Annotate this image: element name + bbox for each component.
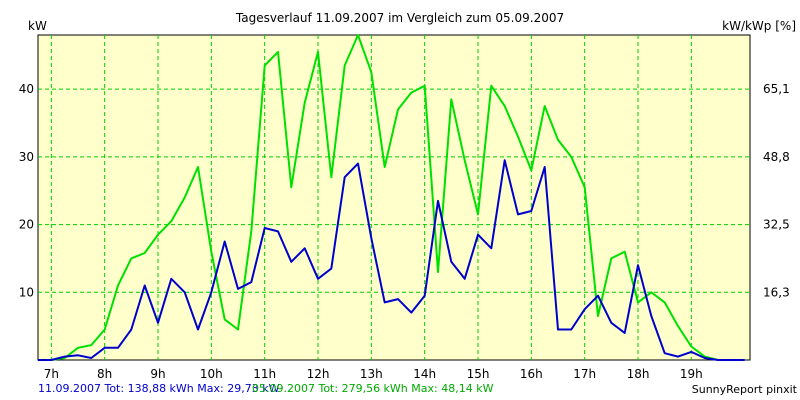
x-tick-label: 15h bbox=[467, 367, 490, 381]
x-axis-ticks: 7h 8h 9h 10h 11h 12h 13h 14h 15h 16h 17h 18h 19h bbox=[44, 367, 703, 381]
x-tick-label: 8h bbox=[97, 367, 112, 381]
y-tick-label-left: 10 bbox=[19, 285, 34, 299]
credit-text: SunnyReport pinxit bbox=[692, 383, 798, 396]
x-tick-label: 12h bbox=[307, 367, 330, 381]
plot-area bbox=[37, 34, 751, 361]
x-tick-label: 13h bbox=[360, 367, 383, 381]
x-tick-label: 17h bbox=[573, 367, 596, 381]
chart-title: Tagesverlauf 11.09.2007 im Vergleich zum… bbox=[235, 11, 564, 25]
y-axis-right-ticks: 16,3 32,5 48,8 65,1 bbox=[763, 82, 790, 299]
series-lines bbox=[38, 34, 745, 361]
y-axis-right-label: kW/kWp [%] bbox=[722, 19, 796, 33]
y-tick-label-left: 30 bbox=[19, 150, 34, 164]
x-tick-label: 11h bbox=[253, 367, 276, 381]
y-tick-label-right: 48,8 bbox=[763, 150, 790, 164]
x-tick-label: 19h bbox=[680, 367, 703, 381]
y-tick-label-left: 20 bbox=[19, 218, 34, 232]
y-tick-label-right: 65,1 bbox=[763, 82, 790, 96]
legend-series-blue: 11.09.2007 Tot: 138,88 kWh Max: 29,73 kW bbox=[38, 382, 280, 395]
x-tick-label: 10h bbox=[200, 367, 223, 381]
x-tick-label: 16h bbox=[520, 367, 543, 381]
x-tick-label: 18h bbox=[627, 367, 650, 381]
x-tick-label: 9h bbox=[150, 367, 165, 381]
y-tick-label-right: 32,5 bbox=[763, 218, 790, 232]
y-tick-label-left: 40 bbox=[19, 82, 34, 96]
series-line-11.09.2007 bbox=[38, 159, 745, 361]
x-tick-label: 7h bbox=[44, 367, 59, 381]
legend-series-green: 05.09.2007 Tot: 279,56 kWh Max: 48,14 kW bbox=[252, 382, 494, 395]
y-axis-left-label: kW bbox=[28, 19, 47, 33]
series-line-05.09.2007 bbox=[38, 34, 745, 361]
grid-lines bbox=[38, 35, 750, 360]
x-tick-label: 14h bbox=[413, 367, 436, 381]
y-axis-left-ticks: 10 20 30 40 bbox=[19, 82, 34, 299]
y-tick-label-right: 16,3 bbox=[763, 285, 790, 299]
